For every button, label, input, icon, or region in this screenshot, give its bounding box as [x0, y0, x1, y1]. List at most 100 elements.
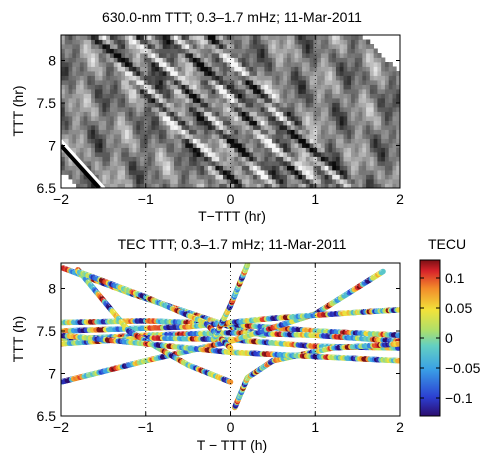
tec-track-edge	[113, 310, 116, 313]
heat-cell	[366, 116, 371, 121]
heat-cell	[170, 71, 175, 76]
heat-cell	[249, 48, 254, 54]
heat-cell	[98, 39, 103, 45]
heat-cell	[366, 129, 371, 135]
heat-cell	[174, 134, 179, 139]
heat-cell	[215, 107, 220, 112]
heat-cell	[109, 179, 115, 184]
heat-cell	[136, 39, 141, 45]
heat-cell	[320, 161, 326, 166]
heat-cell	[283, 107, 288, 112]
heat-cell	[215, 102, 220, 108]
heat-cell	[366, 102, 371, 108]
heat-cell	[320, 174, 326, 180]
heat-cell	[332, 116, 337, 121]
heat-cell	[113, 107, 118, 112]
heat-cell	[309, 80, 314, 85]
heat-cell	[155, 170, 160, 175]
heat-cell	[140, 44, 145, 49]
heat-cell	[275, 39, 280, 45]
heat-cell	[302, 44, 307, 49]
heat-cell	[279, 143, 284, 148]
heat-cell	[158, 170, 164, 175]
heat-cell	[177, 152, 182, 157]
heat-cell	[362, 53, 367, 58]
heat-cell	[158, 134, 164, 139]
top-grid	[145, 35, 316, 188]
heat-cell	[189, 39, 194, 45]
heat-cell	[328, 57, 333, 63]
heat-cell	[290, 35, 295, 40]
heat-cell	[211, 98, 216, 103]
heat-cell	[256, 57, 262, 63]
heat-cell	[283, 66, 288, 72]
heat-cell	[271, 98, 277, 103]
heat-cell	[298, 53, 303, 58]
heat-cell	[109, 165, 115, 171]
heat-cell	[245, 107, 250, 112]
heat-cell	[158, 71, 164, 76]
heat-cell	[113, 75, 118, 81]
heat-cell	[320, 84, 326, 90]
tec-track-edge	[164, 348, 167, 351]
heat-cell	[181, 84, 186, 90]
heat-cell	[373, 84, 378, 90]
heat-cell	[324, 129, 329, 135]
heat-cell	[294, 39, 299, 45]
heat-cell	[102, 93, 107, 99]
heat-cell	[192, 39, 197, 45]
heat-cell	[181, 161, 186, 166]
heat-cell	[185, 179, 190, 184]
heat-cell	[106, 174, 111, 180]
heat-cell	[230, 35, 235, 40]
heat-cell	[392, 71, 397, 76]
heat-cell	[162, 134, 167, 139]
heat-cell	[192, 44, 197, 49]
heat-cell	[117, 84, 122, 90]
heat-cell	[121, 66, 126, 72]
heat-cell	[362, 147, 367, 153]
heat-cell	[181, 179, 186, 184]
heat-cell	[226, 80, 231, 85]
heat-cell	[109, 125, 115, 130]
heat-cell	[249, 89, 254, 94]
heat-cell	[128, 147, 133, 153]
heat-cell	[290, 179, 295, 184]
heat-cell	[94, 75, 100, 81]
heat-cell	[200, 138, 205, 144]
heat-cell	[317, 84, 322, 90]
heat-cell	[79, 138, 84, 144]
heat-cell	[211, 156, 216, 162]
heat-cell	[392, 111, 397, 117]
heat-cell	[166, 120, 171, 126]
heat-cell	[121, 156, 126, 162]
heat-cell	[151, 183, 156, 188]
heat-cell	[369, 170, 375, 175]
heat-cell	[351, 66, 356, 72]
heat-cell	[275, 98, 280, 103]
heat-cell	[388, 116, 393, 121]
heat-cell	[117, 89, 122, 94]
heat-cell	[347, 35, 352, 40]
heat-cell	[275, 170, 280, 175]
heat-cell	[147, 120, 152, 126]
heat-cell	[170, 143, 175, 148]
heat-cell	[381, 134, 386, 139]
heat-cell	[226, 107, 231, 112]
heat-cell	[196, 39, 201, 45]
tec-track-edge	[64, 266, 67, 268]
heat-cell	[91, 57, 96, 63]
heat-cell	[253, 75, 258, 81]
heat-cell	[162, 116, 167, 121]
heat-cell	[343, 129, 348, 135]
heat-cell	[230, 111, 235, 117]
heat-cell	[253, 129, 258, 135]
top-ytick-label: 8	[48, 53, 56, 69]
heat-cell	[317, 120, 322, 126]
heat-cell	[377, 143, 382, 148]
heat-cell	[117, 102, 122, 108]
heat-cell	[351, 80, 356, 85]
heat-cell	[384, 156, 390, 162]
heat-cell	[253, 156, 258, 162]
heat-cell	[102, 84, 107, 90]
